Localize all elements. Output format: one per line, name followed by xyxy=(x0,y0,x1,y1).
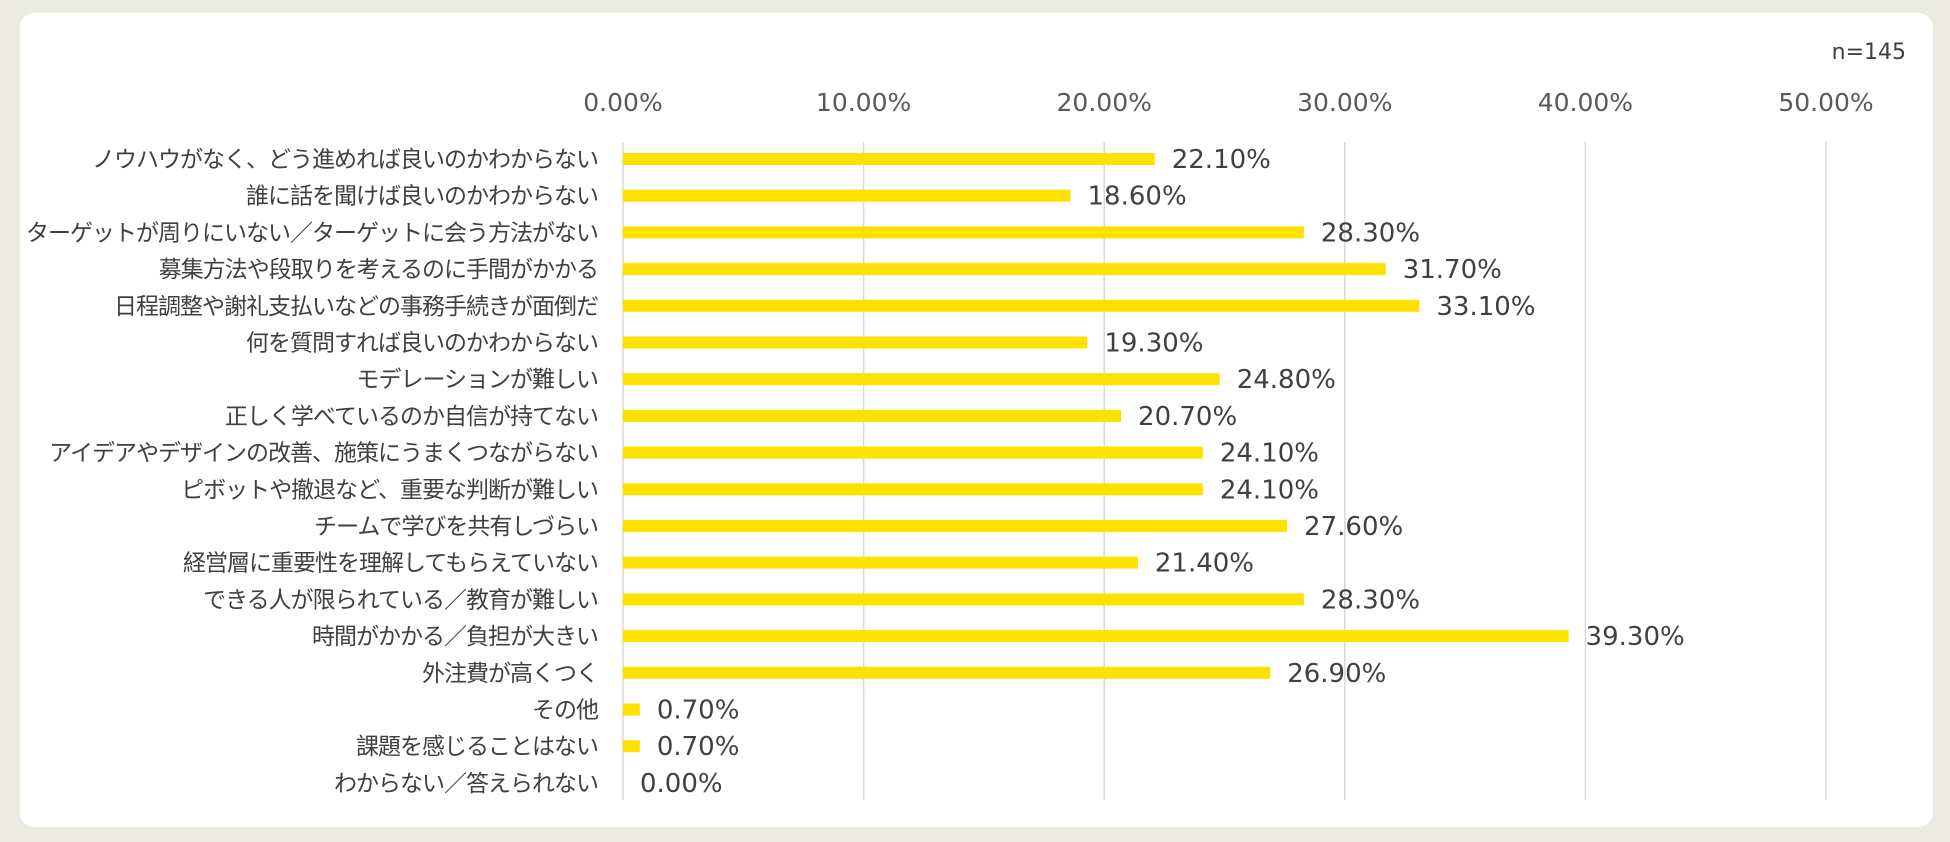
data-label: 0.00% xyxy=(640,769,723,799)
data-label: 24.10% xyxy=(1220,439,1319,469)
category-label: その他 xyxy=(532,698,599,724)
category-label: 誰に話を聞けば良いのかわからない xyxy=(246,184,598,210)
bar xyxy=(623,630,1569,643)
x-tick-label: 0.00% xyxy=(583,88,662,117)
category-label: 経営層に重要性を理解してもらえていない xyxy=(183,551,598,577)
data-label: 0.70% xyxy=(657,696,740,726)
category-label: チームで学びを共有しづらい xyxy=(314,514,598,540)
category-label: 時間がかかる／負担が大きい xyxy=(312,624,598,650)
category-label: わからない／答えられない xyxy=(334,771,598,797)
bar xyxy=(623,189,1071,202)
category-label: アイデアやデザインの改善、施策にうまくつながらない xyxy=(49,441,598,467)
data-label: 26.90% xyxy=(1287,659,1386,689)
category-label: モデレーションが難しい xyxy=(356,367,598,393)
x-axis-ticks: 0.00% 10.00% 20.00% 30.00% 40.00% 50.00% xyxy=(583,88,1873,117)
bar xyxy=(623,263,1386,276)
data-label: 39.30% xyxy=(1586,622,1685,652)
data-label: 28.30% xyxy=(1321,218,1420,248)
bar xyxy=(623,703,640,716)
data-label: 21.40% xyxy=(1155,549,1254,579)
bar xyxy=(623,446,1203,459)
bar xyxy=(623,593,1304,606)
category-label: ノウハウがなく、どう進めれば良いのかわからない xyxy=(92,147,598,173)
sample-size-note: n=145 xyxy=(1832,40,1906,65)
x-tick-label: 30.00% xyxy=(1297,88,1392,117)
value-labels: 22.10% 18.60% 28.30% 31.70% 33.10% 19.30% 24.8… xyxy=(640,145,1685,799)
bar xyxy=(623,666,1271,679)
category-labels: ノウハウがなく、どう進めれば良いのかわからない誰に話を聞けば良いのかわからないタ… xyxy=(26,147,600,797)
bar xyxy=(623,483,1203,496)
data-label: 24.10% xyxy=(1220,475,1319,505)
data-label: 20.70% xyxy=(1138,402,1237,432)
bar xyxy=(623,153,1155,165)
category-label: 日程調整や謝礼支払いなどの事務手続きが面倒だ xyxy=(114,294,598,320)
bar xyxy=(623,520,1288,532)
data-label: 18.60% xyxy=(1088,182,1187,212)
bar xyxy=(623,336,1088,349)
category-label: 外注費が高くつく xyxy=(422,661,598,687)
bar xyxy=(623,226,1304,239)
data-label: 27.60% xyxy=(1304,512,1403,542)
category-label: できる人が限られている／教育が難しい xyxy=(203,587,598,613)
data-label: 19.30% xyxy=(1104,329,1203,359)
category-label: ターゲットが周りにいない／ターゲットに会う方法がない xyxy=(26,220,598,246)
data-label: 28.30% xyxy=(1321,585,1420,615)
x-tick-label: 50.00% xyxy=(1778,88,1873,117)
category-label: 募集方法や段取りを考えるのに手間がかかる xyxy=(159,257,598,283)
bar xyxy=(623,373,1220,386)
data-label: 31.70% xyxy=(1403,255,1502,285)
category-label: 課題を感じることはない xyxy=(356,734,598,760)
x-tick-label: 20.00% xyxy=(1057,88,1152,117)
data-label: 22.10% xyxy=(1172,145,1271,175)
gridlines xyxy=(622,142,1827,800)
data-label: 33.10% xyxy=(1436,292,1535,322)
data-label: 0.70% xyxy=(657,732,740,762)
bars xyxy=(623,153,1569,753)
x-tick-label: 10.00% xyxy=(816,88,911,117)
bar xyxy=(623,299,1420,312)
bar xyxy=(623,740,640,753)
data-label: 24.80% xyxy=(1237,365,1336,395)
bar xyxy=(623,409,1122,422)
category-label: 何を質問すれば良いのかわからない xyxy=(246,331,598,357)
bar xyxy=(623,556,1138,569)
category-label: 正しく学べているのか自信が持てない xyxy=(225,404,598,430)
category-label: ピボットや撤退など、重要な判断が難しい xyxy=(181,477,598,503)
x-tick-label: 40.00% xyxy=(1538,88,1633,117)
